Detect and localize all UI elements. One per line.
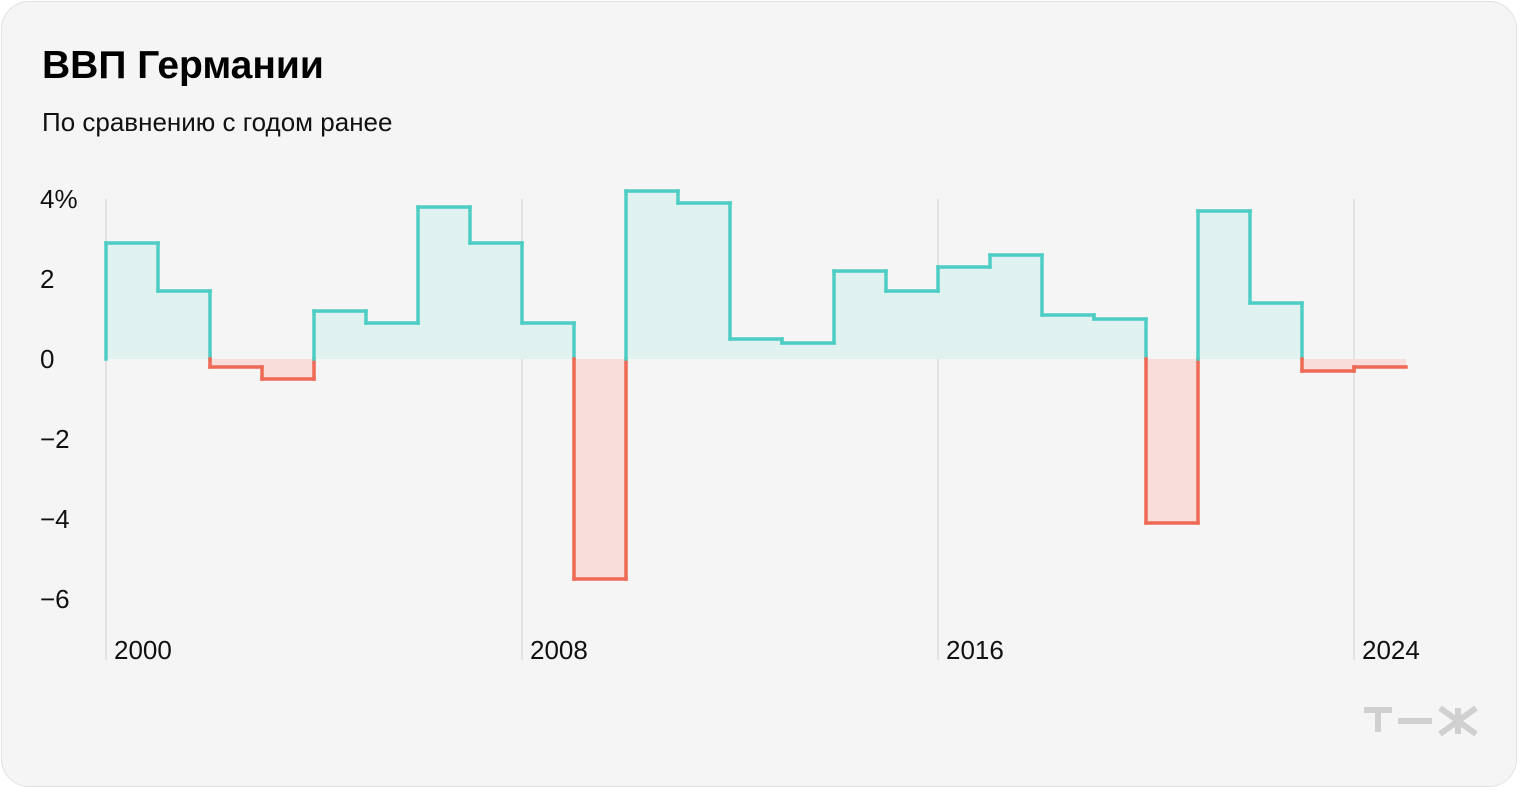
area-fill-2012 bbox=[730, 339, 782, 359]
area-fill-2023 bbox=[1302, 359, 1354, 371]
area-fill-2024 bbox=[1354, 359, 1406, 367]
area-fill-2007 bbox=[470, 243, 522, 359]
area-fill-2021 bbox=[1198, 211, 1250, 359]
area-fill-2000 bbox=[106, 243, 158, 359]
area-fill-2022 bbox=[1250, 303, 1302, 359]
area-fill-2015 bbox=[886, 291, 938, 359]
area-fill-2005 bbox=[366, 323, 418, 359]
area-fill-2001 bbox=[158, 291, 210, 359]
area-fill-2008 bbox=[522, 323, 574, 359]
x-tick-label: 2024 bbox=[1362, 635, 1420, 665]
area-fill-2019 bbox=[1094, 319, 1146, 359]
area-fill-2002 bbox=[210, 359, 262, 367]
y-tick-label: 4% bbox=[40, 184, 78, 214]
area-fill-2003 bbox=[262, 359, 314, 379]
area-fill-2014 bbox=[834, 271, 886, 359]
x-tick-label: 2016 bbox=[946, 635, 1004, 665]
area-fill-2009 bbox=[574, 359, 626, 579]
area-fill-2016 bbox=[938, 267, 990, 359]
area-fill-2010 bbox=[626, 191, 678, 359]
area-fill-2006 bbox=[418, 207, 470, 359]
y-tick-label: −4 bbox=[40, 504, 70, 534]
y-tick-label: 2 bbox=[40, 264, 54, 294]
area-fill-2013 bbox=[782, 343, 834, 359]
area-fill-2004 bbox=[314, 311, 366, 359]
area-fill-2020 bbox=[1146, 359, 1198, 523]
chart-title: ВВП Германии bbox=[42, 44, 324, 87]
x-tick-label: 2008 bbox=[530, 635, 588, 665]
x-tick-label: 2000 bbox=[114, 635, 172, 665]
chart-subtitle: По сравнению с годом ранее bbox=[42, 107, 393, 137]
y-tick-label: 0 bbox=[40, 344, 54, 374]
tzh-logo-icon bbox=[1364, 705, 1478, 737]
y-tick-label: −2 bbox=[40, 424, 70, 454]
area-fill-2018 bbox=[1042, 315, 1094, 359]
area-fill-2017 bbox=[990, 255, 1042, 359]
y-tick-label: −6 bbox=[40, 584, 70, 614]
area-fill-2011 bbox=[678, 203, 730, 359]
